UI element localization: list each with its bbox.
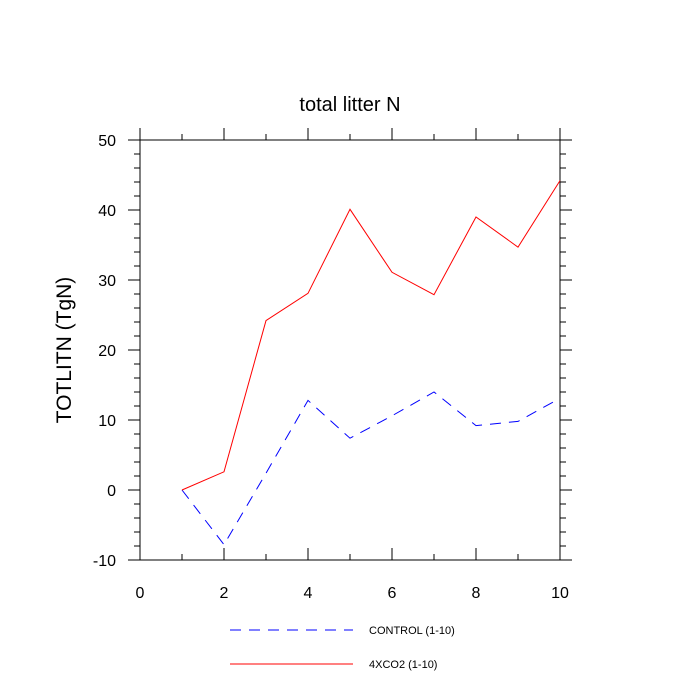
y-tick-label: 10 (98, 413, 116, 430)
y-tick-label: 40 (98, 203, 116, 220)
x-tick-label: 4 (304, 585, 313, 602)
y-tick-label: 0 (107, 483, 116, 500)
legend: CONTROL (1-10) 4XCO2 (1-10) (230, 625, 455, 671)
legend-label: CONTROL (1-10) (369, 625, 455, 637)
y-tick-label: -10 (93, 553, 116, 570)
x-tick-label: 2 (220, 585, 229, 602)
x-tick-label: 10 (551, 585, 569, 602)
x-tick-label: 6 (388, 585, 397, 602)
series-line-4xco2-1-10 (181, 180, 561, 491)
y-tick-label: 20 (98, 343, 116, 360)
plot-area: 0 2 4 6 8 10 -10 0 10 20 30 40 50 (93, 128, 572, 602)
x-tick-label: 8 (472, 585, 481, 602)
y-tick-label: 30 (98, 273, 116, 290)
legend-label: 4XCO2 (1-10) (369, 659, 437, 671)
y-tick-label: 50 (98, 133, 116, 150)
series-line-control-1-10 (181, 391, 561, 546)
chart-title: total litter N (299, 94, 400, 116)
plot-frame (139, 139, 561, 561)
y-axis-label: TOTLITN (TgN) (53, 277, 76, 424)
x-tick-label: 0 (136, 585, 145, 602)
